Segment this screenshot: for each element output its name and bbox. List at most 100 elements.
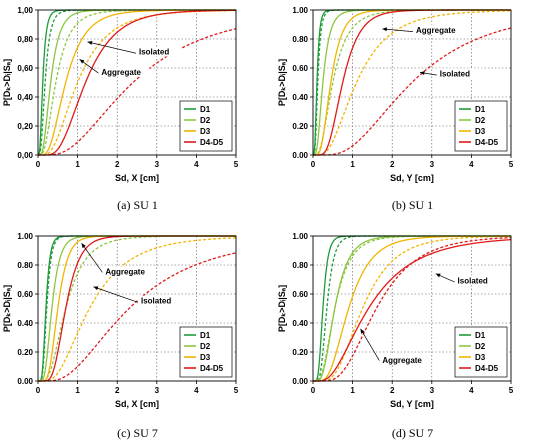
x-tick-label: 4 — [194, 160, 199, 169]
y-tick-label: 0,40 — [17, 93, 33, 102]
plot-frame — [37, 235, 237, 382]
x-axis-label: Sd, Y [cm] — [390, 173, 434, 183]
legend: D1 D2 D3 D4-D5 — [179, 100, 233, 152]
axes: 0 1 2 3 4 5 0.00 0.20 0.40 0.60 0.80 1.00 — [17, 232, 238, 395]
aggregate-curve-d4-d5 — [38, 9, 237, 156]
y-tick-label: 0.60 — [17, 290, 33, 299]
legend-label: D3 — [200, 127, 211, 136]
annotation-label: Isolated — [141, 297, 171, 306]
legend-label: D1 — [475, 331, 486, 340]
annotation-label-bg — [137, 295, 184, 306]
x-tick-label: 3 — [155, 386, 160, 395]
y-tick-label: 0,80 — [17, 35, 33, 44]
y-axis-label: P[Dₖ>Dᵢ|Sₐ] — [2, 59, 12, 106]
isolated-curve-d2 — [38, 9, 236, 156]
plot-frame — [312, 235, 512, 382]
axes: 0 1 2 3 4 5 0,00 0,20 0,40 0,60 0,80 1,00 — [17, 6, 238, 169]
x-tick-label: 2 — [390, 160, 395, 169]
legend-label: D4-D5 — [200, 138, 224, 147]
legend: D1 D2 D3 D4-D5 — [454, 326, 508, 378]
legend-label: D4-D5 — [200, 364, 224, 373]
annotations: Isolated Aggregate — [79, 40, 182, 77]
y-tick-label: 0,00 — [17, 151, 33, 160]
x-tick-label: 0 — [36, 386, 41, 395]
chart-panel-a: 0 1 2 3 4 5 0,00 0,20 0,40 0,60 0,80 1,00 Isolated A… — [2, 6, 239, 183]
isolated-curve-d3 — [38, 237, 237, 382]
y-tick-label: 1.00 — [17, 232, 33, 241]
y-tick-label: 1.00 — [292, 6, 308, 15]
annotation-arrowhead — [93, 286, 99, 291]
y-tick-label: 0.20 — [292, 122, 308, 131]
x-tick-label: 4 — [194, 386, 199, 395]
caption-b: (b) SU 1 — [391, 198, 434, 212]
x-tick-label: 3 — [430, 386, 435, 395]
y-tick-label: 0.80 — [292, 261, 308, 270]
x-tick-label: 4 — [469, 160, 474, 169]
plot-frame — [312, 9, 512, 156]
y-tick-label: 0.40 — [17, 319, 33, 328]
annotation-label-bg — [454, 275, 501, 286]
aggregate-curve-d4-d5 — [313, 238, 512, 382]
annotation-arrowhead — [79, 59, 85, 64]
annotation-label: Isolated — [139, 48, 169, 57]
y-tick-label: 0.60 — [292, 290, 308, 299]
x-tick-label: 0 — [311, 160, 316, 169]
annotations: Aggregate Isolated — [382, 24, 483, 79]
legend-label: D3 — [475, 127, 486, 136]
x-axis-label: Sd, Y [cm] — [390, 399, 434, 409]
x-tick-label: 1 — [350, 160, 355, 169]
annotation-arrow — [93, 286, 140, 304]
grid — [313, 236, 511, 381]
annotation-label-bg — [102, 266, 154, 277]
x-tick-label: 5 — [234, 160, 239, 169]
annotation-arrow — [382, 28, 415, 33]
axes: 0 1 2 3 4 5 0.00 0.20 0.40 0.60 0.80 1.00 — [292, 232, 513, 395]
y-tick-label: 1,00 — [17, 6, 33, 15]
x-tick-label: 0 — [36, 160, 41, 169]
annotation-label: Isolated — [440, 69, 470, 78]
y-tick-label: 0.00 — [292, 377, 308, 386]
legend-label: D2 — [200, 116, 211, 125]
y-axis-label: P[Dₖ>Dᵢ|Sₐ] — [277, 285, 287, 332]
y-tick-label: 0.20 — [292, 348, 308, 357]
x-tick-label: 3 — [155, 160, 160, 169]
isolated-curve-d3 — [313, 10, 512, 156]
legend-label: D1 — [200, 331, 211, 340]
annotation-arrowhead — [81, 243, 86, 249]
x-tick-label: 3 — [430, 160, 435, 169]
annotation-label-bg — [379, 355, 431, 366]
x-tick-label: 5 — [509, 386, 514, 395]
y-tick-label: 1.00 — [292, 232, 308, 241]
axes: 0 1 2 3 4 5 0.00 0.20 0.40 0.60 0.80 1.00 — [292, 6, 513, 169]
y-tick-label: 0.40 — [292, 319, 308, 328]
plot-frame — [37, 9, 237, 156]
legend-label: D2 — [475, 116, 486, 125]
x-axis-label: Sd, X [cm] — [115, 173, 159, 183]
caption-c: (c) SU 7 — [117, 426, 158, 440]
chart-panel-b: 0 1 2 3 4 5 0.00 0.20 0.40 0.60 0.80 1.00 Aggregate… — [277, 6, 514, 183]
annotation-label: Aggregate — [105, 268, 145, 277]
y-tick-label: 0.00 — [17, 377, 33, 386]
annotation-arrow — [81, 243, 104, 274]
legend-label: D4-D5 — [475, 138, 499, 147]
x-tick-label: 2 — [115, 386, 120, 395]
annotations: Isolated Aggregate — [360, 273, 501, 366]
y-tick-label: 0.00 — [292, 151, 308, 160]
annotation-label-bg — [412, 24, 464, 35]
y-tick-label: 0,20 — [17, 122, 33, 131]
isolated-curve-d4-d5 — [38, 28, 237, 156]
isolated-curve-d3 — [38, 9, 237, 156]
legend: D1 D2 D3 D4-D5 — [454, 100, 508, 152]
legend: D1 D2 D3 D4-D5 — [179, 326, 233, 378]
x-tick-label: 1 — [75, 160, 80, 169]
x-tick-label: 1 — [75, 386, 80, 395]
annotation-arrowhead — [87, 40, 93, 45]
isolated-curve-d2 — [38, 235, 236, 382]
y-tick-label: 0,60 — [17, 64, 33, 73]
annotation-label-bg — [436, 68, 483, 79]
y-tick-label: 0.80 — [292, 35, 308, 44]
legend-label: D3 — [200, 353, 211, 362]
x-tick-label: 0 — [311, 386, 316, 395]
caption-a: (a) SU 1 — [117, 198, 158, 212]
